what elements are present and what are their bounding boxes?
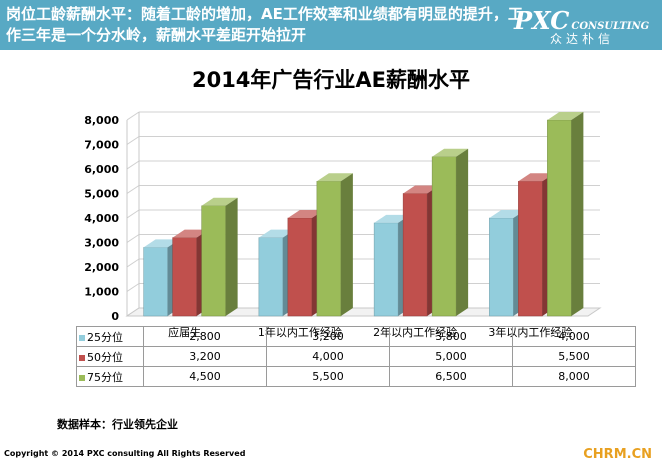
bar xyxy=(143,247,168,317)
header-banner: 岗位工龄薪酬水平：随着工龄的增加，AE工作效率和业绩都有明显的提升，工作三年是一… xyxy=(0,0,662,50)
table-row-50: 50分位 3,200 4,000 5,000 5,500 xyxy=(76,346,636,367)
gridline-side xyxy=(126,234,140,243)
copyright: Copyright © 2014 PXC consulting All Righ… xyxy=(4,449,246,458)
table-cell: 4,000 xyxy=(512,326,636,347)
y-tick-label: 3,000 xyxy=(84,237,119,250)
y-tick-label: 8,000 xyxy=(84,114,119,127)
gridline-side xyxy=(126,111,140,121)
gridline-side xyxy=(126,136,140,145)
legend-swatch-25 xyxy=(79,334,85,341)
bar xyxy=(518,181,543,317)
gridline-side xyxy=(126,209,140,219)
y-tick-label: 4,000 xyxy=(84,212,119,225)
pxc-logo: PXC CONSULTING 众达朴信 xyxy=(514,6,654,46)
footnote: 数据样本：行业领先企业 xyxy=(57,418,178,431)
gridline-side xyxy=(126,185,140,194)
legend-swatch-50 xyxy=(79,354,85,361)
legend-swatch-75 xyxy=(79,374,85,381)
bar-side xyxy=(571,112,584,316)
table-cell: 4,500 xyxy=(143,366,267,387)
bar xyxy=(258,237,284,317)
table-cell: 5,000 xyxy=(389,346,513,367)
bar xyxy=(402,193,428,317)
bar xyxy=(316,181,342,317)
data-table: 25分位 2,800 3,200 3,800 4,000 50分位 3,200 … xyxy=(76,326,636,387)
table-row-75: 75分位 4,500 5,500 6,500 8,000 xyxy=(76,366,636,387)
logo-chinese-text: 众达朴信 xyxy=(550,32,615,46)
y-tick-label: 1,000 xyxy=(84,286,119,299)
chart-title: 2014年广告行业AE薪酬水平 xyxy=(191,68,471,92)
table-cell: 3,200 xyxy=(143,346,267,367)
bar xyxy=(489,217,514,317)
bar-side xyxy=(456,148,469,316)
y-tick-label: 5,000 xyxy=(84,188,119,201)
y-tick-label: 2,000 xyxy=(84,261,119,274)
table-row-header: 75分位 xyxy=(76,366,144,387)
gridline-side xyxy=(126,283,140,292)
legend-label-75: 75分位 xyxy=(87,370,123,384)
table-cell: 5,500 xyxy=(266,366,390,387)
table-row-header: 25分位 xyxy=(76,326,144,347)
logo-consulting-text: CONSULTING xyxy=(571,21,650,32)
table-row-25: 25分位 2,800 3,200 3,800 4,000 xyxy=(76,326,636,347)
bar xyxy=(172,237,197,317)
legend-label-50: 50分位 xyxy=(87,350,123,364)
table-cell: 8,000 xyxy=(512,366,636,387)
watermark: CHRM.CN xyxy=(583,447,652,462)
legend-label-25: 25分位 xyxy=(87,330,123,344)
table-cell: 2,800 xyxy=(143,326,267,347)
y-tick-label: 6,000 xyxy=(84,163,119,176)
bar xyxy=(201,205,226,317)
table-cell: 3,200 xyxy=(266,326,390,347)
table-cell: 5,500 xyxy=(512,346,636,367)
table-cell: 3,800 xyxy=(389,326,513,347)
bar xyxy=(431,156,457,317)
bar-side xyxy=(340,173,353,316)
table-cell: 6,500 xyxy=(389,366,513,387)
logo-pxc-text: PXC xyxy=(514,6,570,35)
gridline-side xyxy=(126,160,140,170)
table-row-header: 50分位 xyxy=(76,346,144,367)
bar xyxy=(287,217,313,317)
bar xyxy=(373,222,399,317)
table-cell: 4,000 xyxy=(266,346,390,367)
bar-side xyxy=(225,197,238,316)
y-tick-label: 7,000 xyxy=(84,139,119,152)
gridline-side xyxy=(126,258,140,268)
header-title: 岗位工龄薪酬水平：随着工龄的增加，AE工作效率和业绩都有明显的提升，工作三年是一… xyxy=(6,5,523,44)
bar xyxy=(547,119,572,317)
y-tick-label: 0 xyxy=(111,310,119,323)
